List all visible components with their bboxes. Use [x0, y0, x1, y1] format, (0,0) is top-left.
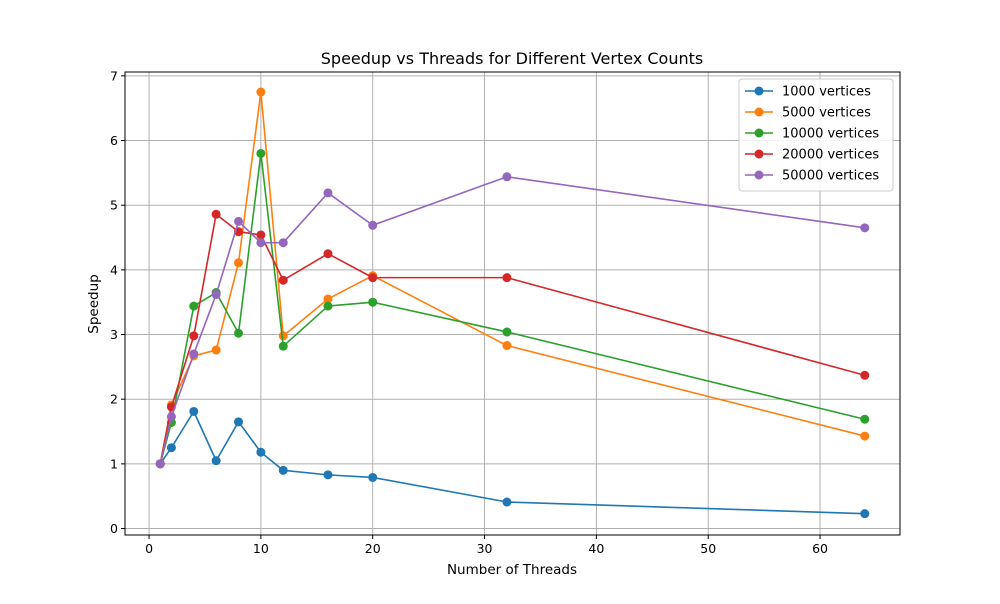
data-point	[278, 238, 288, 248]
y-tick-label: 2	[110, 392, 118, 407]
legend-marker	[754, 107, 764, 117]
y-tick-label: 1	[110, 456, 118, 471]
series-4	[155, 172, 870, 469]
legend-marker	[754, 128, 764, 138]
data-point	[211, 209, 221, 219]
data-point	[211, 345, 221, 355]
legend-item: 50000 vertices	[745, 169, 879, 184]
legend: 1000 vertices 5000 vertices 10000 vertices…	[738, 78, 894, 192]
legend-marker	[754, 170, 764, 180]
y-tick-label: 4	[110, 262, 118, 277]
data-point	[502, 341, 512, 351]
data-point	[256, 87, 266, 97]
data-point	[189, 406, 199, 416]
data-point	[323, 470, 333, 480]
data-point	[502, 273, 512, 283]
data-point	[234, 328, 244, 338]
legend-marker	[754, 149, 764, 159]
data-point	[860, 370, 870, 380]
data-point	[234, 258, 244, 268]
plot-frame	[124, 71, 901, 536]
data-point	[234, 216, 244, 226]
data-point	[155, 459, 165, 469]
data-point	[323, 249, 333, 259]
data-point	[278, 465, 288, 475]
x-tick-label: 30	[477, 541, 493, 556]
series-0	[155, 406, 870, 519]
data-point	[189, 301, 199, 311]
y-tick-label: 0	[110, 521, 118, 536]
data-point	[278, 331, 288, 341]
data-point	[256, 230, 266, 240]
data-point	[368, 273, 378, 283]
y-tick-label: 6	[110, 133, 118, 148]
y-tick-label: 7	[110, 68, 118, 83]
data-point	[256, 148, 266, 158]
legend-label: 10000 vertices	[782, 127, 879, 142]
ticks: 0 10 20 30 40 50 60 0 1 2 3 4 5 6 7	[110, 68, 828, 556]
data-point	[211, 456, 221, 466]
y-axis-title: Speedup	[86, 274, 102, 333]
y-tick-label: 5	[110, 198, 118, 213]
legend-item: 1000 vertices	[745, 85, 871, 100]
x-tick-label: 10	[253, 541, 269, 556]
data-point	[166, 443, 176, 453]
legend-label: 1000 vertices	[782, 85, 871, 100]
data-point	[368, 220, 378, 230]
chart-title: Speedup vs Threads for Different Vertex …	[321, 49, 703, 68]
data-point	[860, 414, 870, 424]
data-point	[860, 509, 870, 519]
legend-label: 50000 vertices	[782, 169, 879, 184]
legend-marker	[754, 86, 764, 96]
data-point	[368, 472, 378, 482]
data-point	[166, 412, 176, 422]
data-point	[211, 289, 221, 299]
data-point	[502, 497, 512, 507]
x-tick-label: 20	[365, 541, 381, 556]
data-point	[368, 297, 378, 307]
y-tick-label: 3	[110, 327, 118, 342]
data-point	[502, 172, 512, 182]
grid	[125, 72, 900, 535]
legend-label: 20000 vertices	[782, 148, 879, 163]
data-point	[189, 331, 199, 341]
x-tick-label: 0	[145, 541, 153, 556]
legend-item: 20000 vertices	[745, 148, 879, 163]
data-point	[323, 294, 333, 304]
x-tick-label: 60	[812, 541, 828, 556]
legend-label: 5000 vertices	[782, 106, 871, 121]
data-point	[323, 301, 333, 311]
data-point	[234, 417, 244, 427]
legend-item: 10000 vertices	[745, 127, 879, 142]
data-point	[256, 238, 266, 248]
legend-item: 5000 vertices	[745, 106, 871, 121]
data-point	[278, 341, 288, 351]
x-axis-title: Number of Threads	[447, 562, 577, 578]
data-point	[189, 349, 199, 359]
x-tick-label: 40	[588, 541, 604, 556]
data-point	[323, 188, 333, 198]
legend-box	[738, 78, 894, 192]
x-tick-label: 50	[700, 541, 716, 556]
data-point	[256, 447, 266, 457]
data-point	[278, 275, 288, 285]
data-point	[860, 431, 870, 441]
data-point	[860, 223, 870, 233]
series-layer	[155, 87, 870, 519]
data-point	[502, 327, 512, 337]
